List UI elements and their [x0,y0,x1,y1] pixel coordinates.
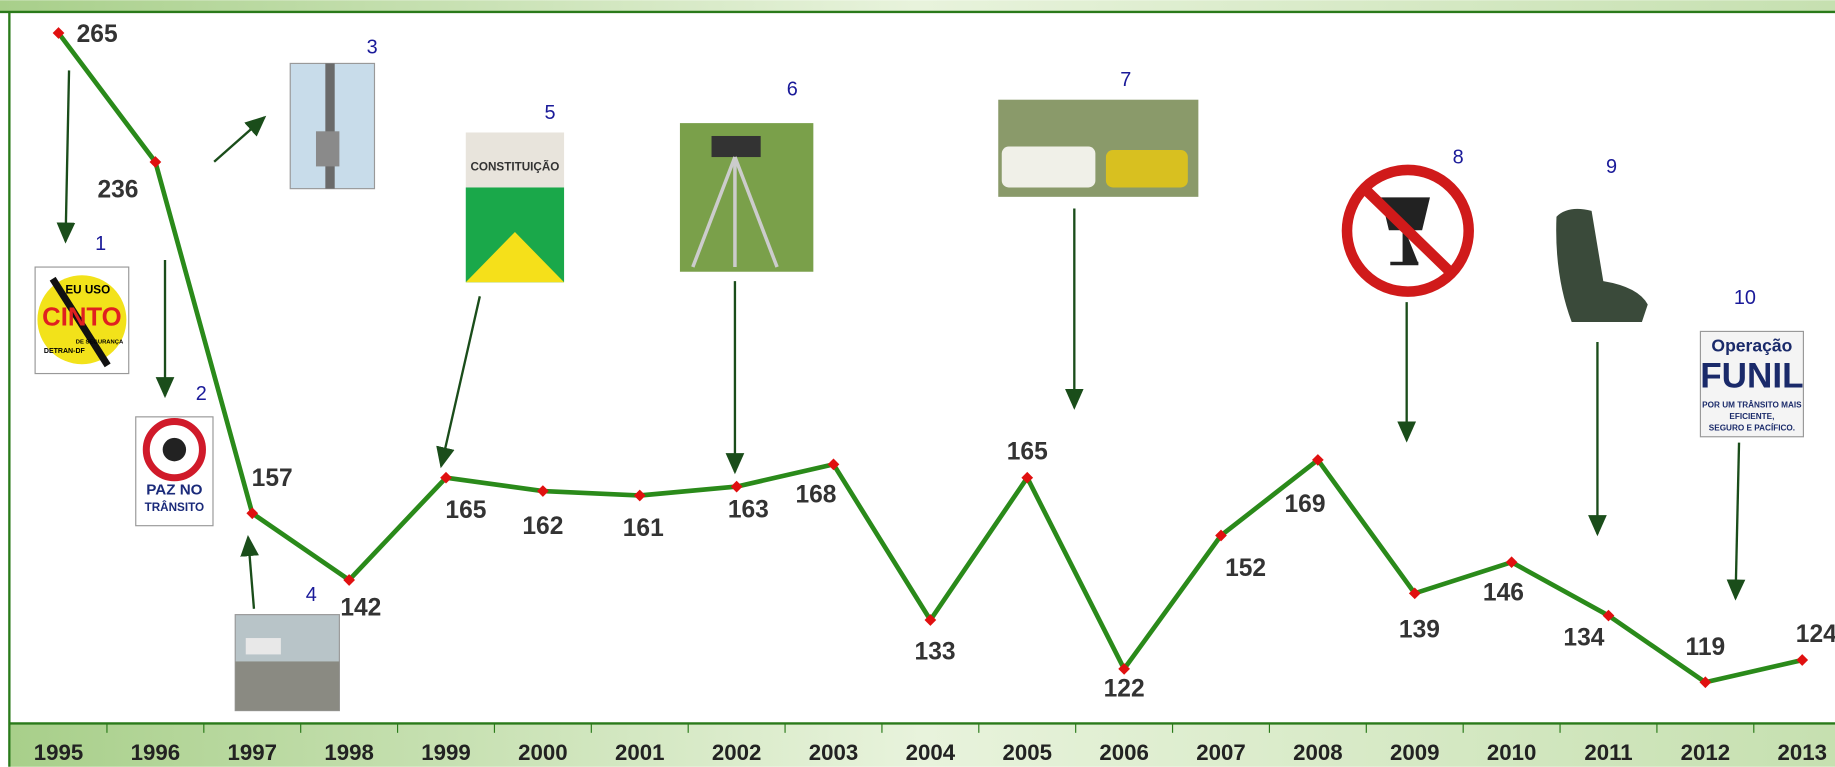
picture-1: EU USO CINTO DE SEGURANÇA DETRAN-DF [35,267,129,373]
callout-number: 9 [1606,156,1617,178]
picture-text: EU USO [65,284,110,297]
picture-6 [680,123,813,272]
marker [537,485,549,497]
x-tick-label: 2009 [1390,740,1439,765]
page: {"chart_data": {"type": "line", "categor… [0,0,1835,767]
arrow [441,296,480,466]
callout-number: 5 [545,102,556,124]
x-tick-label: 2007 [1196,740,1245,765]
data-label: 168 [795,481,836,508]
x-tick-label: 2013 [1778,740,1827,765]
data-label: 122 [1104,675,1145,702]
top-band [0,0,1835,12]
data-label: 162 [522,513,563,540]
x-tick-label: 2005 [1003,740,1052,765]
x-tick-label: 2011 [1584,740,1632,765]
data-label: 265 [77,21,118,48]
picture-text: DETRAN-DF [44,348,86,355]
picture-text: CINTO [42,303,122,331]
picture-10: Operação FUNIL POR UM TRÂNSITO MAIS EFIC… [1700,331,1803,436]
callout-number: 7 [1120,69,1131,91]
marker [634,490,646,502]
callout-number: 8 [1453,146,1464,168]
data-label: 134 [1563,624,1604,651]
arrow [66,70,70,241]
data-label: 152 [1225,555,1266,582]
data-label: 142 [340,595,381,622]
data-label: 163 [728,497,769,524]
picture-8 [1347,170,1469,292]
data-label: 169 [1285,491,1326,518]
picture-text: CONSTITUIÇÃO [470,161,559,174]
arrow [214,117,264,161]
picture-text: SEGURO E PACÍFICO. [1709,423,1795,433]
x-tick-label: 2003 [809,740,858,765]
x-tick-label: 2000 [518,740,567,765]
x-tick-label: 2012 [1681,740,1730,765]
data-label: 146 [1483,579,1524,606]
data-label: 236 [97,177,138,204]
x-tick-label: 2008 [1293,740,1342,765]
data-label: 119 [1686,634,1726,661]
x-tick-label: 2006 [1099,740,1148,765]
callout-number: 10 [1734,287,1756,309]
x-tick-label: 1996 [131,740,180,765]
x-tick-label: 1998 [324,740,373,765]
picture-text: Operação [1711,335,1792,355]
data-label: 133 [915,638,956,665]
picture-9 [1556,209,1648,322]
chart: EU USO CINTO DE SEGURANÇA DETRAN-DF PAZ … [0,0,1835,767]
picture-text: PAZ NO [146,482,202,499]
callout-number: 4 [306,584,317,606]
arrow [1736,443,1740,599]
callout-number: 3 [367,36,378,58]
data-label: 165 [445,497,486,524]
picture-7 [998,100,1198,197]
marker [731,481,743,493]
x-tick-label: 1999 [421,740,470,765]
data-label: 165 [1007,439,1048,466]
marker [1796,654,1808,666]
picture-text: DE SEGURANÇA [76,340,124,346]
x-tick-label: 1995 [34,740,83,765]
picture-5: CONSTITUIÇÃO [466,132,564,282]
arrow [248,537,254,608]
picture-2: PAZ NO TRÂNSITO [136,417,213,526]
picture-text: TRÂNSITO [145,501,205,514]
data-label: 161 [623,515,664,542]
callout-number: 1 [95,233,106,255]
callout-number: 2 [196,383,207,405]
data-label: 139 [1399,616,1440,643]
x-tick-label: 2001 [615,740,664,765]
picture-text: FUNIL [1700,356,1803,395]
x-tick-label: 2002 [712,740,761,765]
x-tick-label: 2004 [906,740,956,765]
data-label: 124 [1796,621,1835,648]
picture-text: EFICIENTE, [1729,412,1774,421]
picture-4 [235,615,339,711]
callout-number: 6 [787,79,798,101]
x-tick-label: 1997 [228,740,277,765]
picture-3 [290,63,374,188]
picture-text: POR UM TRÂNSITO MAIS [1702,398,1802,409]
data-label: 157 [252,465,293,492]
x-tick-label: 2010 [1487,740,1536,765]
